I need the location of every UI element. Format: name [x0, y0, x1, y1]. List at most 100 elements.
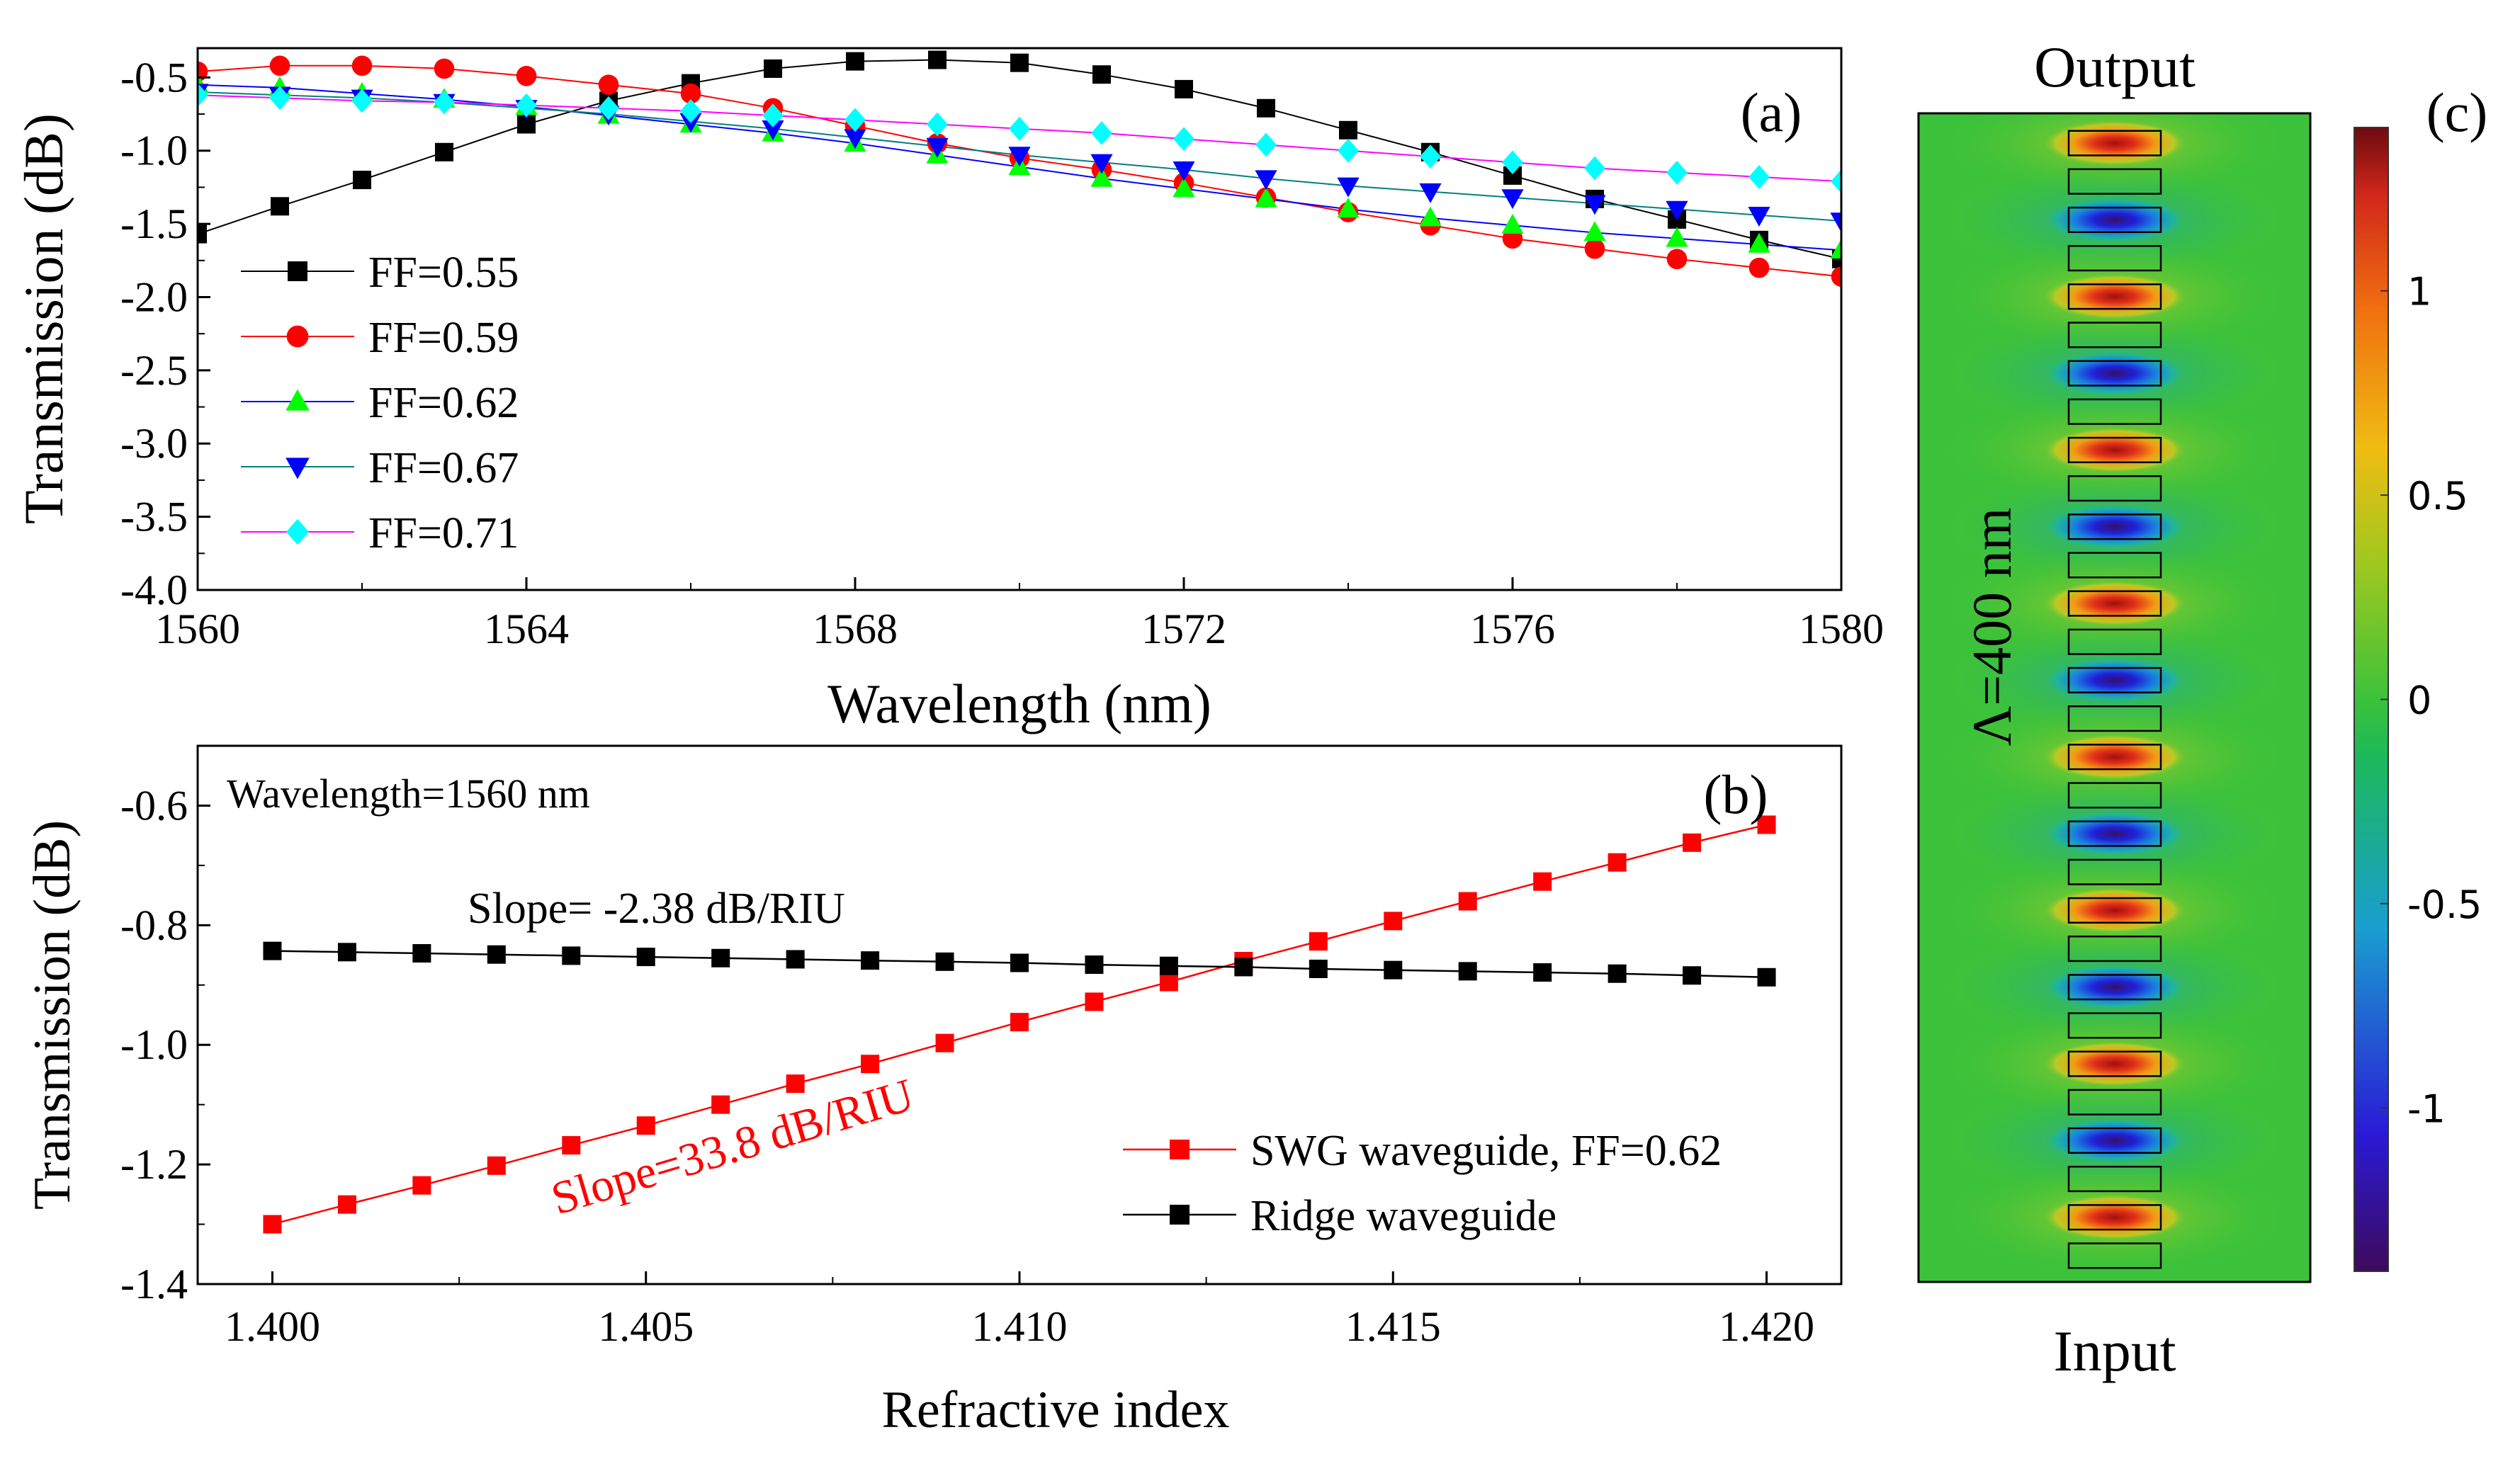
- data-point-ff-0-55: [353, 171, 371, 190]
- data-point-ridge-waveguide: [1458, 962, 1477, 981]
- data-point-ff-0-59: [1831, 266, 1841, 287]
- data-point-ridge-waveguide: [487, 945, 506, 964]
- data-point-swg-waveguide-ff-0-62: [487, 1156, 506, 1175]
- legend-label-ff-0-62: FF=0.62: [368, 379, 519, 427]
- data-point-swg-waveguide-ff-0-62: [711, 1095, 730, 1114]
- data-point-ff-0-71: [434, 90, 455, 115]
- waveguide-segment: [2067, 130, 2162, 157]
- data-point-ff-0-71: [1748, 165, 1770, 189]
- data-point-ff-0-71: [1255, 132, 1277, 157]
- waveguide-segment: [2067, 1166, 2162, 1193]
- waveguide-segment: [2067, 245, 2162, 272]
- data-point-swg-waveguide-ff-0-62: [1309, 932, 1328, 951]
- x-tick-label: 1576: [1470, 606, 1555, 652]
- data-point-ff-0-67: [1337, 177, 1360, 198]
- legend-label-swg-waveguide-ff-0-62: SWG waveguide, FF=0.62: [1250, 1127, 1722, 1175]
- colorbar-tick-label: 0: [2407, 679, 2431, 723]
- y-tick-label: -3.0: [120, 420, 188, 467]
- data-point-ff-0-71: [1009, 116, 1030, 141]
- data-point-ridge-waveguide: [1309, 959, 1328, 978]
- y-tick-label: -2.0: [120, 273, 188, 320]
- field-lobe-negative: [2040, 656, 2189, 705]
- data-point-swg-waveguide-ff-0-62: [1159, 972, 1178, 992]
- field-lobe-positive: [2040, 1040, 2189, 1088]
- data-point-ff-0-71: [516, 93, 537, 118]
- data-point-ff-0-62: [1090, 166, 1113, 187]
- data-point-ff-0-71: [927, 112, 948, 137]
- waveguide-segment: [2067, 398, 2162, 425]
- legend-marker-swg-waveguide-ff-0-62: [1170, 1140, 1190, 1159]
- data-point-swg-waveguide-ff-0-62: [1757, 815, 1776, 834]
- data-point-ridge-waveguide: [1010, 953, 1029, 972]
- data-point-ff-0-59: [680, 83, 701, 104]
- legend-marker-ff-0-62: [286, 389, 310, 411]
- y-tick-label: -1.4: [120, 1261, 188, 1307]
- data-point-swg-waveguide-ff-0-62: [263, 1215, 282, 1234]
- panel-b-slope-swg: Slope=33.8 dB/RIU: [546, 1069, 920, 1225]
- legend-marker-ff-0-59: [286, 325, 309, 348]
- field-lobe-positive: [2040, 579, 2189, 628]
- data-point-ff-0-71: [1666, 160, 1688, 185]
- data-point-ff-0-55: [1257, 98, 1275, 118]
- waveguide-segment: [2067, 513, 2162, 540]
- data-point-ff-0-59: [1584, 238, 1605, 259]
- y-tick-label: -1.2: [120, 1141, 188, 1188]
- data-point-ff-0-59: [516, 65, 537, 86]
- data-point-ff-0-62: [1501, 213, 1524, 234]
- data-point-ff-0-71: [1584, 156, 1605, 181]
- field-lobe-negative: [2040, 195, 2189, 244]
- waveguide-segment: [2067, 475, 2162, 502]
- data-point-ff-0-67: [1255, 170, 1277, 191]
- data-point-swg-waveguide-ff-0-62: [1608, 853, 1627, 872]
- field-lobe-positive: [2040, 733, 2189, 781]
- data-point-ff-0-55: [198, 225, 207, 244]
- data-point-ff-0-67: [1173, 161, 1195, 181]
- waveguide-segment: [2067, 1242, 2162, 1269]
- legend-marker-ff-0-55: [288, 261, 307, 281]
- panel-b-ylabel: Transmission (dB): [23, 820, 81, 1210]
- data-point-ff-0-55: [271, 197, 289, 216]
- panel-b-wavelength-note: Wavelength=1560 nm: [227, 771, 590, 817]
- data-point-ff-0-71: [1502, 150, 1523, 175]
- data-point-swg-waveguide-ff-0-62: [786, 1074, 805, 1094]
- data-point-ridge-waveguide: [861, 951, 880, 970]
- waveguide-segment: [2067, 820, 2162, 847]
- x-tick-label: 1.405: [598, 1303, 694, 1350]
- data-point-ridge-waveguide: [337, 943, 356, 962]
- data-point-ridge-waveguide: [263, 941, 282, 960]
- data-point-ff-0-59: [1748, 257, 1770, 278]
- waveguide-segment: [2067, 1050, 2162, 1077]
- data-point-ff-0-55: [435, 142, 453, 161]
- panel-b-xlabel: Refractive index: [881, 1381, 1229, 1439]
- panel-b-slope-ridge: Slope= -2.38 dB/RIU: [468, 885, 845, 933]
- legend-label-ff-0-59: FF=0.59: [368, 314, 519, 362]
- y-tick-label: -3.5: [120, 494, 188, 540]
- field-lobe-negative: [2040, 349, 2189, 397]
- legend-marker-ff-0-71: [286, 518, 310, 545]
- data-point-ridge-waveguide: [1234, 958, 1253, 977]
- panel-a-chart: 1560 1564 1568 1572 1576 1580 -0.5 -1.0 -1.5 -2.0…: [13, 47, 1884, 734]
- data-point-swg-waveguide-ff-0-62: [1010, 1013, 1029, 1032]
- waveguide-segment: [2067, 436, 2162, 463]
- data-point-swg-waveguide-ff-0-62: [1384, 912, 1403, 931]
- y-tick-label: -0.6: [120, 782, 188, 829]
- data-point-swg-waveguide-ff-0-62: [935, 1033, 954, 1052]
- field-lobe-positive: [2040, 273, 2189, 321]
- data-point-ff-0-67: [844, 129, 866, 149]
- data-point-ff-0-71: [1420, 144, 1441, 169]
- waveguide-segment: [2067, 897, 2162, 924]
- data-point-swg-waveguide-ff-0-62: [636, 1116, 655, 1135]
- data-point-ridge-waveguide: [562, 946, 581, 965]
- data-point-ridge-waveguide: [636, 948, 655, 967]
- colorbar-tick-label: -0.5: [2407, 882, 2482, 927]
- field-lobe-negative: [2040, 503, 2189, 551]
- data-point-ridge-waveguide: [786, 950, 805, 969]
- data-point-ff-0-67: [926, 137, 949, 158]
- data-point-ff-0-67: [1583, 195, 1606, 215]
- period-label: Λ=400 nm: [1961, 508, 2023, 746]
- data-point-ff-0-67: [1748, 207, 1770, 227]
- data-point-swg-waveguide-ff-0-62: [1458, 892, 1477, 911]
- y-tick-label: -0.8: [120, 902, 188, 948]
- field-lobe-positive: [2040, 119, 2189, 167]
